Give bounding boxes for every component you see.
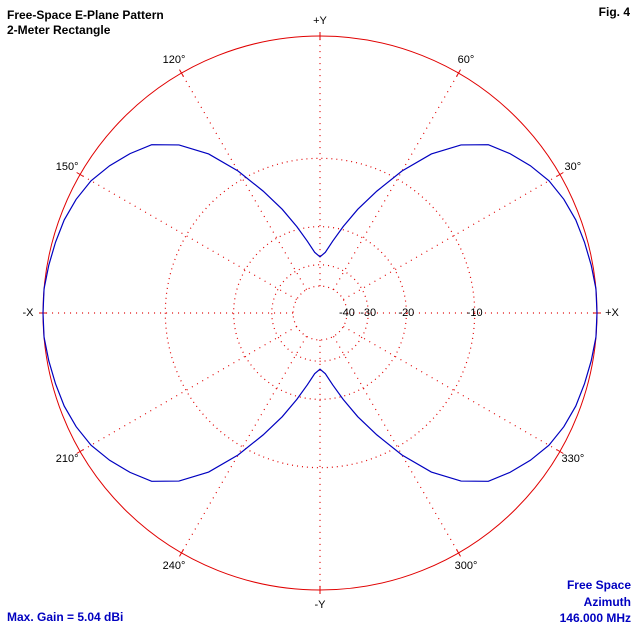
angle-label: +X xyxy=(605,307,619,319)
grid-spoke xyxy=(180,336,308,554)
figure-label: Fig. 4 xyxy=(599,5,631,19)
grid-ring xyxy=(271,264,369,362)
angle-label: +Y xyxy=(313,15,327,27)
chart-subtitle: 2-Meter Rectangle xyxy=(7,23,111,37)
angle-label: 300° xyxy=(455,560,478,572)
angle-tick xyxy=(76,172,84,177)
frequency: 146.000 MHz xyxy=(560,611,631,625)
ring-label: -30 xyxy=(360,307,376,319)
angle-label: 30° xyxy=(565,161,582,173)
ring-label: -20 xyxy=(398,307,414,319)
grid-ring xyxy=(233,226,407,400)
angle-label: 120° xyxy=(163,54,186,66)
outer-circle xyxy=(42,35,598,591)
chart-title: Free-Space E-Plane Pattern xyxy=(7,8,164,22)
ring-label: -40 xyxy=(339,307,355,319)
grid-spoke xyxy=(79,173,297,301)
grid-spoke xyxy=(332,336,460,554)
angle-tick xyxy=(179,69,184,77)
angle-label: -Y xyxy=(315,599,327,611)
angle-label: 330° xyxy=(561,453,584,465)
angle-label: 150° xyxy=(56,161,79,173)
grid-spoke xyxy=(343,325,561,453)
angle-tick xyxy=(456,549,461,557)
max-gain: Max. Gain = 5.04 dBi xyxy=(7,610,123,624)
angle-label: 240° xyxy=(163,560,186,572)
grid-spoke xyxy=(180,72,308,290)
angle-label: -X xyxy=(23,307,35,319)
ring-label: -10 xyxy=(467,307,483,319)
angle-tick xyxy=(179,549,184,557)
environment: Free Space xyxy=(567,578,631,592)
pattern-curve xyxy=(42,144,598,482)
grid-spoke xyxy=(79,325,297,453)
angle-tick xyxy=(556,172,564,177)
angle-tick xyxy=(556,449,564,454)
angle-tick xyxy=(76,449,84,454)
plot-type: Azimuth xyxy=(584,595,631,609)
grid-ring xyxy=(292,285,348,341)
grid-ring xyxy=(164,157,476,469)
grid-spoke xyxy=(343,173,561,301)
angle-label: 60° xyxy=(458,54,475,66)
angle-label: 210° xyxy=(56,453,79,465)
angle-tick xyxy=(456,69,461,77)
grid-spoke xyxy=(332,72,460,290)
